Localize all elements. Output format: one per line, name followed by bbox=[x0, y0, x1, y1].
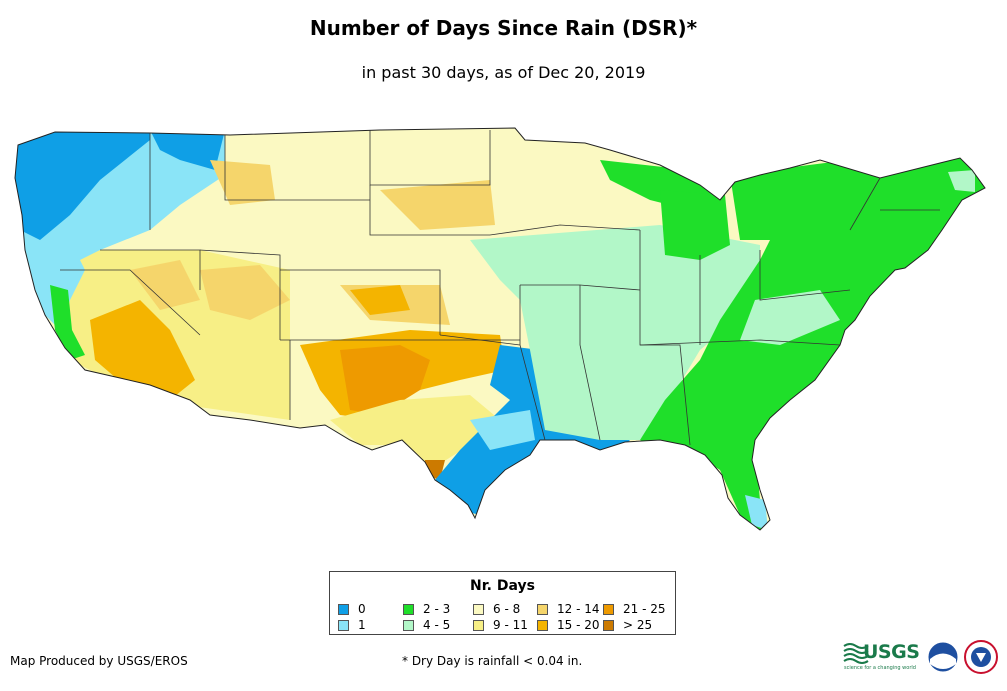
agency-logos: USGS science for a changing world bbox=[842, 638, 1002, 678]
map-credit: Map Produced by USGS/EROS bbox=[10, 654, 188, 668]
legend-item-2-3: 2 - 3 bbox=[403, 603, 450, 616]
legend-item-1: 1 bbox=[338, 619, 366, 632]
legend-item-4-5: 4 - 5 bbox=[403, 619, 450, 632]
legend-item-0: 0 bbox=[338, 603, 366, 616]
region-texas-9-11 bbox=[330, 395, 500, 470]
legend-swatch-15-20 bbox=[537, 620, 548, 631]
legend-label-15-20: 15 - 20 bbox=[557, 618, 600, 632]
legend: Nr. Days 0 1 2 - 3 4 - 5 6 - 8 9 - 11 12… bbox=[329, 571, 676, 635]
legend-label-12-14: 12 - 14 bbox=[557, 602, 600, 616]
region-nevada-12-14 bbox=[130, 260, 200, 310]
nws-logo bbox=[964, 640, 998, 674]
region-montana-12-14 bbox=[210, 160, 275, 205]
region-sw-15-20 bbox=[90, 300, 195, 400]
region-kansas-15-20 bbox=[350, 285, 410, 315]
region-texas-1 bbox=[470, 410, 535, 450]
region-idaho-0 bbox=[150, 130, 225, 170]
legend-swatch-gt25 bbox=[603, 620, 614, 631]
legend-item-9-11: 9 - 11 bbox=[473, 619, 528, 632]
legend-swatch-2-3 bbox=[403, 604, 414, 615]
noaa-logo bbox=[927, 641, 959, 673]
legend-label-9-11: 9 - 11 bbox=[493, 618, 528, 632]
map-subtitle: in past 30 days, as of Dec 20, 2019 bbox=[361, 63, 646, 82]
legend-item-gt25: > 25 bbox=[603, 619, 652, 632]
legend-label-4-5: 4 - 5 bbox=[423, 618, 451, 632]
region-maine-4-5 bbox=[948, 170, 975, 192]
region-california-2-3 bbox=[50, 285, 85, 360]
legend-swatch-9-11 bbox=[473, 620, 484, 631]
legend-item-6-8: 6 - 8 bbox=[473, 603, 520, 616]
legend-title: Nr. Days bbox=[470, 578, 535, 594]
legend-label-1: 1 bbox=[358, 618, 366, 632]
legend-item-15-20: 15 - 20 bbox=[537, 619, 600, 632]
legend-swatch-0 bbox=[338, 604, 349, 615]
state-borders bbox=[60, 130, 940, 446]
map-title: Number of Days Since Rain (DSR)* bbox=[309, 16, 698, 40]
legend-swatch-21-25 bbox=[603, 604, 614, 615]
region-midwest-4-5 bbox=[470, 225, 760, 440]
us-outline bbox=[14, 127, 986, 531]
region-east-2-3 bbox=[640, 140, 985, 530]
dsr-regions bbox=[15, 128, 985, 530]
region-pacific-nw-0 bbox=[15, 128, 150, 240]
usgs-tagline: science for a changing world bbox=[844, 665, 916, 671]
logo-graphics bbox=[843, 640, 998, 674]
dry-day-footnote: * Dry Day is rainfall < 0.04 in. bbox=[402, 654, 583, 668]
region-gulf-0 bbox=[435, 345, 640, 515]
legend-label-2-3: 2 - 3 bbox=[423, 602, 451, 616]
legend-swatch-4-5 bbox=[403, 620, 414, 631]
legend-swatch-1 bbox=[338, 620, 349, 631]
region-michigan-2-3 bbox=[660, 190, 730, 260]
region-panhandle-21-25 bbox=[340, 345, 430, 415]
legend-label-gt25: > 25 bbox=[623, 618, 653, 632]
region-florida-1 bbox=[745, 495, 768, 530]
region-virginia-4-5 bbox=[740, 290, 840, 345]
legend-swatch-6-8 bbox=[473, 604, 484, 615]
legend-label-21-25: 21 - 25 bbox=[623, 602, 666, 616]
region-dakota-12-14 bbox=[380, 180, 495, 230]
legend-label-6-8: 6 - 8 bbox=[493, 602, 521, 616]
legend-label-0: 0 bbox=[358, 602, 366, 616]
usgs-logo-text: USGS bbox=[863, 641, 920, 663]
legend-swatch-12-14 bbox=[537, 604, 548, 615]
legend-item-12-14: 12 - 14 bbox=[537, 603, 600, 616]
legend-item-21-25: 21 - 25 bbox=[603, 603, 666, 616]
usgs-logo bbox=[843, 643, 869, 664]
region-utah-12-14 bbox=[200, 265, 290, 320]
